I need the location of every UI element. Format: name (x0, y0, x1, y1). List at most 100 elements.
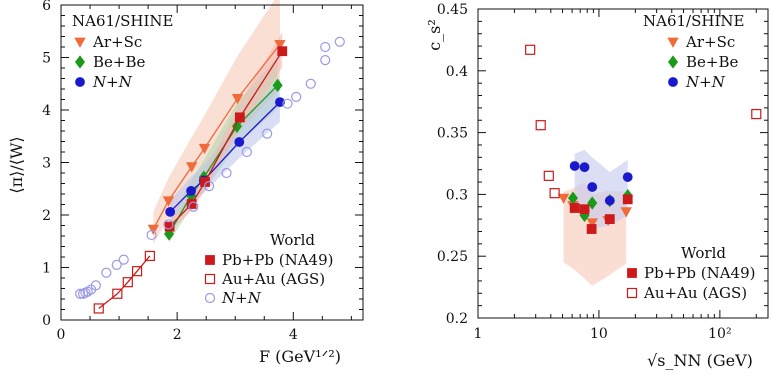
data-point (586, 224, 597, 234)
left-panel: 0 2 4 0 1 2 3 4 5 6 NA61/SHINE Ar+Sc Be+Be N+N World Pb… (7, 0, 364, 366)
y-tick-label: 3 (42, 156, 51, 172)
legend-marker (75, 55, 85, 69)
data-point (579, 162, 590, 173)
data-point (291, 91, 302, 102)
data-point (751, 108, 762, 120)
data-point (165, 206, 176, 217)
plot-frame (477, 8, 769, 319)
data-point (277, 46, 288, 57)
series-pb-pb-na49- (569, 194, 633, 234)
x-tick-label: 2 (173, 327, 182, 343)
y-axis-label: c_s² (425, 19, 444, 51)
data-point (93, 303, 104, 314)
data-point (186, 199, 197, 209)
x-tick-label: 4 (289, 327, 298, 343)
data-point (604, 214, 615, 225)
x-axis-label: F (GeV¹ᐟ²) (259, 347, 341, 366)
y-tick-label: 2 (42, 208, 51, 224)
legend-label: Au+Au (AGS) (221, 270, 325, 288)
data-point (274, 39, 286, 51)
data-point (557, 193, 570, 204)
series-line (152, 43, 281, 230)
data-point (186, 185, 196, 196)
data-point (569, 203, 580, 213)
data-point (164, 221, 175, 232)
data-point (275, 97, 285, 108)
legend-marker (626, 287, 638, 299)
right-panel: 1 10 10² 0.2 0.25 0.3 0.35 0.4 0.45 NA61/SHINE Ar+… (425, 2, 769, 370)
y-tick-label: 0.25 (437, 249, 468, 265)
series-ar-sc (147, 39, 286, 235)
legend-label: N+N (92, 73, 133, 91)
series-n-n (75, 36, 345, 299)
legend-title: World (681, 244, 726, 262)
uncertainty-band (153, 0, 280, 244)
legend-label: N+N (221, 289, 262, 307)
data-point (622, 172, 633, 182)
data-point (320, 55, 331, 66)
series-n-n (569, 161, 633, 206)
legend-title: NA61/SHINE (643, 12, 744, 30)
data-point (112, 288, 123, 299)
data-point (604, 195, 615, 206)
data-point (90, 280, 101, 291)
data-point (185, 162, 198, 173)
data-point (586, 218, 598, 229)
data-point (535, 120, 546, 131)
y-axis-label: ⟨π⟩/⟨W⟩ (7, 136, 26, 193)
data-point (234, 112, 245, 123)
x-tick-label: 10 (590, 326, 608, 342)
data-point (587, 182, 598, 192)
data-point (118, 254, 129, 265)
x-tick-label: 1 (474, 326, 483, 342)
legend-marker (667, 37, 679, 48)
x-tick-label: 0 (57, 327, 66, 343)
data-point (162, 196, 175, 207)
data-point (622, 194, 633, 205)
legend-marker (204, 273, 216, 285)
data-point (163, 219, 174, 230)
legend-marker (668, 77, 678, 87)
legend-marker (204, 292, 216, 304)
y-tick-label: 0.45 (437, 2, 468, 18)
data-point (231, 119, 242, 133)
data-point (241, 146, 252, 158)
data-point (231, 94, 244, 105)
data-point (221, 167, 232, 179)
legend-label: Pb+Pb (NA49) (222, 251, 333, 269)
legend-label: N+N (685, 73, 726, 91)
data-point (262, 128, 273, 139)
legend-label: Au+Au (AGS) (643, 284, 747, 302)
y-tick-label: 0.35 (437, 126, 468, 142)
y-tick-label: 0.4 (446, 64, 468, 80)
series-au-au-ags- (525, 44, 762, 199)
series-au-au-ags- (93, 250, 155, 314)
legend-title: NA61/SHINE (72, 12, 173, 30)
y-tick-label: 0 (42, 313, 51, 329)
data-point (147, 224, 160, 235)
data-point (188, 201, 199, 212)
legend-marker (205, 255, 215, 265)
legend-marker (627, 268, 637, 278)
data-point (272, 78, 283, 92)
data-point (320, 41, 331, 53)
uncertainty-band (169, 31, 283, 233)
legend-marker (668, 55, 678, 69)
y-tick-label: 1 (42, 261, 51, 277)
y-tick-label: 0.3 (446, 187, 468, 203)
data-point (203, 181, 215, 192)
data-point (334, 36, 345, 47)
data-point (101, 267, 112, 278)
data-point (543, 170, 554, 181)
data-point (587, 196, 598, 210)
data-point (282, 98, 293, 109)
y-tick-label: 0.2 (446, 311, 468, 327)
legend-label: Pb+Pb (NA49) (644, 264, 755, 282)
legend-title: World (270, 231, 315, 249)
data-point (144, 250, 155, 262)
legend-marker (75, 77, 85, 87)
data-point (620, 207, 632, 218)
data-point (305, 78, 316, 89)
